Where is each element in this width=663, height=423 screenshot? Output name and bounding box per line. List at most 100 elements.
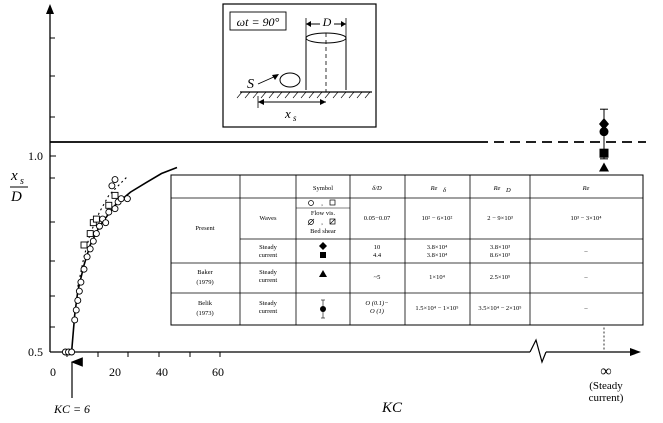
row0-symbol-text2: Bed shear — [310, 228, 337, 235]
svg-text:x: x — [10, 168, 18, 184]
point-circle-2 — [68, 348, 76, 356]
point-circle-22 — [111, 176, 119, 184]
svg-text:,: , — [321, 219, 323, 226]
steady-label-2: current) — [589, 392, 624, 404]
row0-red: 2 − 9×10³ — [487, 215, 513, 222]
y-axis-arrowhead — [46, 4, 54, 14]
row2-red: 2.5×10⁵ — [490, 274, 511, 281]
point-circle-20 — [123, 195, 131, 203]
point-circle-12 — [92, 230, 100, 238]
x-tick-label-1: 20 — [109, 365, 121, 379]
row2-redelta: 1×10⁴ — [429, 274, 445, 281]
y-axis-label: x s D — [10, 168, 28, 205]
point-circle-21 — [108, 182, 116, 190]
point-circle-13 — [96, 222, 103, 230]
row1-redelta-a: 3.8×10⁴ — [427, 244, 448, 251]
row3-delta-a: O (0.1)− — [365, 300, 388, 307]
steady-diamond — [599, 117, 609, 130]
row2-study: Baker — [197, 269, 213, 276]
row0-re: 10³ − 3×10⁴ — [570, 215, 602, 222]
point-circle-10 — [86, 245, 94, 253]
y-tick-label-0: 0.5 — [28, 345, 43, 359]
inset-xs-sub: s — [293, 113, 297, 123]
point-circle-4 — [72, 306, 80, 314]
row1-delta-b: 4.4 — [373, 252, 382, 259]
row1-red-b: 8.6×10³ — [490, 252, 510, 259]
point-circle-5 — [74, 296, 82, 304]
point-circle-11 — [89, 237, 97, 245]
steady-square — [599, 148, 609, 158]
row1-re: – — [583, 248, 588, 255]
row3-study2: (1973) — [196, 310, 213, 317]
table-header-symbol: Symbol — [313, 185, 333, 192]
point-square-4 — [105, 201, 113, 209]
row0-study: Present — [195, 225, 214, 232]
x-axis-arrowhead — [630, 348, 641, 356]
inset-angle: ωt = 90° — [237, 15, 280, 29]
point-circle-19 — [117, 195, 125, 203]
point-circle-16 — [105, 208, 113, 216]
row1-flow: Steady — [259, 244, 277, 251]
point-circle-9 — [83, 253, 91, 261]
x-tick-label-3: 60 — [212, 365, 224, 379]
kc-annotation: KC = 6 — [53, 357, 90, 416]
row0-redelta: 10² − 6×10² — [422, 215, 453, 222]
x-tick-label-2: 40 — [156, 365, 168, 379]
row3-re: – — [583, 305, 588, 312]
svg-text:D: D — [10, 189, 22, 205]
inset-D: D — [322, 15, 332, 29]
row3-redelta: 1.5×10⁴ − 1×10⁵ — [415, 305, 458, 312]
point-square-3 — [92, 215, 100, 223]
svg-text:δ: δ — [443, 187, 447, 194]
svg-text:KC = 6: KC = 6 — [53, 402, 90, 416]
axes — [46, 4, 641, 364]
svg-text:Steady: Steady — [259, 269, 277, 276]
steady-tick-label: ∞ — [600, 363, 611, 380]
data-points — [61, 176, 131, 356]
row0-symbol-text: Flow vis. — [311, 210, 336, 217]
row2-study2: (1979) — [196, 279, 213, 286]
point-circle-7 — [77, 278, 85, 286]
table-header-delta: δ/D — [372, 185, 382, 192]
inset-xs: x — [284, 106, 291, 121]
row3-delta-b: O (1) — [370, 308, 384, 315]
row1-red-a: 3.8×10³ — [490, 244, 510, 251]
table-header-redelta: Re — [430, 185, 438, 192]
legend-table: Symbol δ/D Re δ Re D Re Present Waves , … — [170, 174, 644, 326]
x-axis-break — [529, 338, 547, 364]
row0-delta: 0.05−0.07 — [364, 215, 391, 222]
steady-triangle — [599, 162, 609, 172]
row1-delta-a: 10 — [374, 244, 381, 251]
x-tick-label-0: 0 — [50, 365, 56, 379]
row2-delta: ~5 — [374, 274, 381, 281]
x-axis-label: KC — [381, 400, 403, 416]
x-ticks — [66, 352, 221, 357]
y-tick-label-1: 1.0 — [28, 149, 43, 163]
row2-re: – — [583, 274, 588, 281]
row0-flow: Waves — [259, 215, 277, 222]
point-circle-17 — [111, 205, 119, 213]
inset-sketch: ωt = 90° D S x s — [222, 3, 377, 128]
table-header-red: Re — [493, 185, 501, 192]
point-circle-8 — [80, 265, 88, 273]
svg-text:Steady: Steady — [259, 300, 277, 307]
row1-redelta-b: 3.8×10⁴ — [427, 252, 448, 259]
svg-text:current: current — [259, 252, 278, 259]
svg-text:,: , — [321, 200, 323, 207]
point-square-0 — [80, 241, 88, 249]
point-circle-6 — [75, 287, 83, 295]
svg-text:current: current — [259, 277, 278, 284]
steady-label-1: (Steady — [589, 380, 623, 392]
svg-text:current: current — [259, 308, 278, 315]
point-circle-15 — [102, 219, 110, 227]
point-circle-3 — [71, 316, 79, 324]
inset-S: S — [247, 77, 254, 92]
row3-red: 3.5×10⁴ − 2×10⁵ — [478, 305, 521, 312]
point-square-1 — [86, 230, 94, 238]
table-header-re: Re — [582, 185, 590, 192]
point-square-5 — [111, 191, 119, 199]
svg-text:s: s — [20, 176, 24, 187]
svg-text:D: D — [505, 187, 511, 194]
y-minor-ticks — [50, 37, 56, 328]
